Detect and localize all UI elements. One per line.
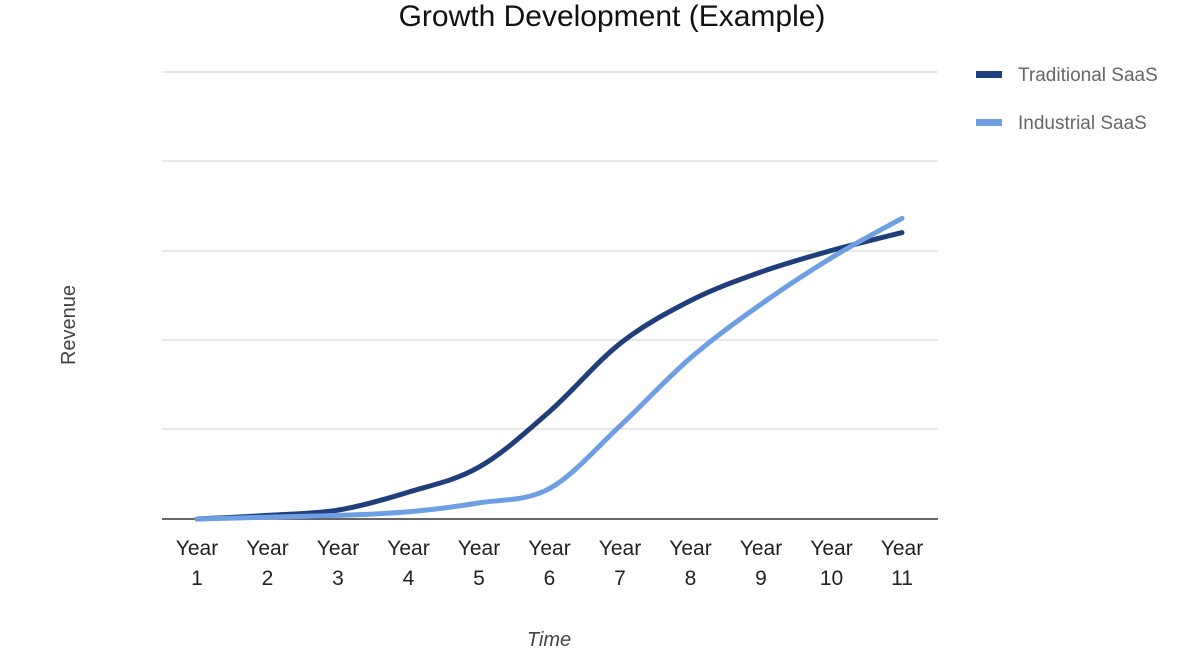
x-tick-label-1: Year 1 — [176, 537, 218, 590]
gridlines — [162, 71, 938, 430]
x-tick-label-9: Year 9 — [740, 537, 782, 590]
chart-title: Growth Development (Example) — [399, 0, 826, 33]
x-tick-label-6: Year 6 — [528, 537, 570, 590]
x-tick-label-10: Year 10 — [810, 537, 852, 590]
series-line-traditional-saas — [194, 230, 905, 522]
x-tick-labels: Year 1 Year 2 Year 3 Year 4 Year 5 Year 6 Year 7 Year 8… — [176, 537, 923, 590]
x-tick-label-5: Year 5 — [458, 537, 500, 590]
series-lines — [194, 215, 905, 522]
y-axis-title: Revenue — [58, 285, 80, 365]
legend: Traditional SaaS Industrial SaaS — [976, 65, 1158, 134]
series-line-industrial-saas — [194, 215, 905, 522]
legend-label-industrial-saas: Industrial SaaS — [1018, 113, 1147, 134]
x-tick-label-4: Year 4 — [387, 537, 429, 590]
legend-label-traditional-saas: Traditional SaaS — [1018, 65, 1158, 86]
x-tick-label-3: Year 3 — [317, 537, 359, 590]
x-tick-label-11: Year 11 — [881, 537, 923, 590]
x-tick-label-2: Year 2 — [246, 537, 288, 590]
legend-swatch-traditional-saas — [976, 71, 1002, 78]
x-axis-title: Time — [527, 629, 571, 650]
x-tick-label-8: Year 8 — [669, 537, 711, 590]
legend-swatch-industrial-saas — [976, 119, 1002, 126]
x-tick-label-7: Year 7 — [599, 537, 641, 590]
